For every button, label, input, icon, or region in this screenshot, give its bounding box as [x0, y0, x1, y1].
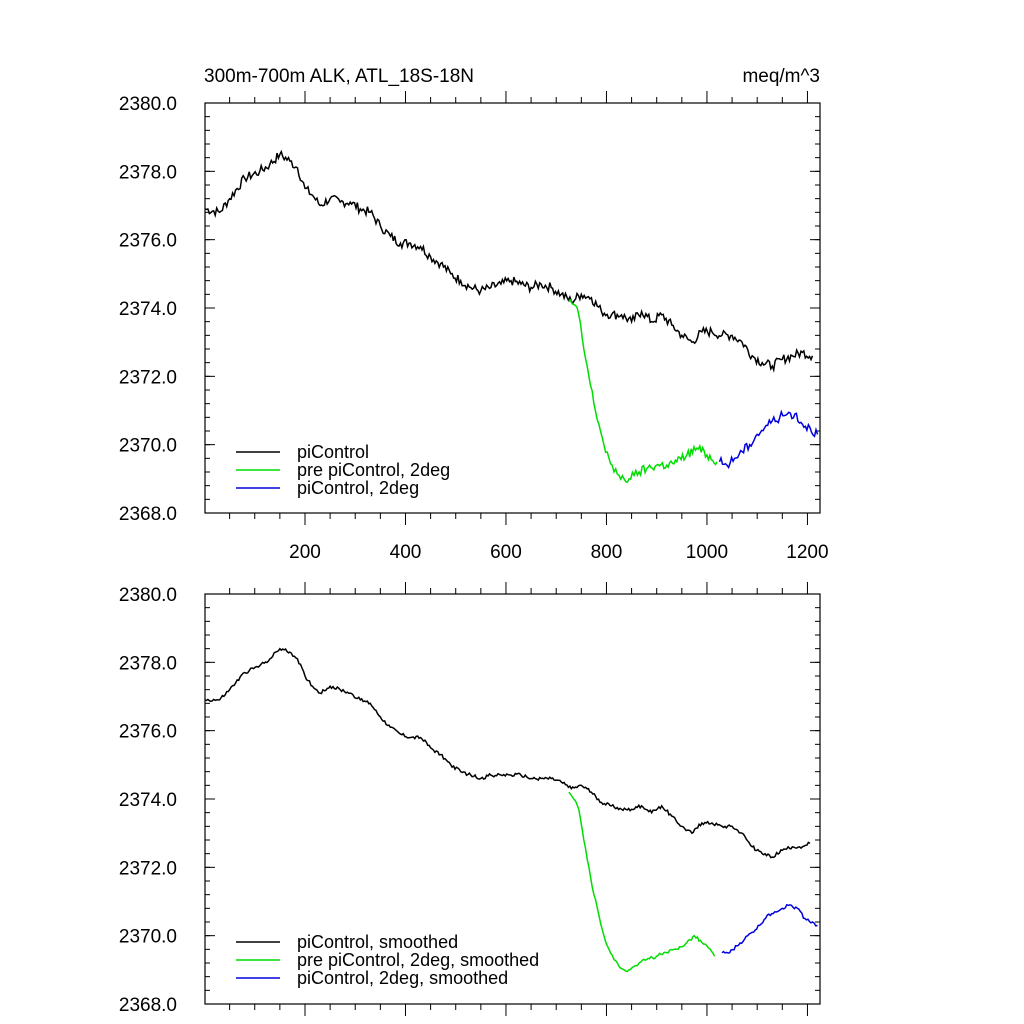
y-tick-label: 2370.0 — [119, 436, 177, 457]
legend-label: piControl, 2deg, smoothed — [297, 968, 508, 988]
chart-title-left: 300m-700m ALK, ATL_18S-18N — [204, 66, 474, 87]
x-tick-label: 600 — [490, 542, 522, 563]
legend-label: piControl — [297, 442, 369, 462]
y-tick-label: 2378.0 — [119, 162, 177, 183]
legend-label: piControl, smoothed — [297, 932, 458, 952]
y-tick-label: 2380.0 — [119, 94, 177, 115]
y-tick-label: 2372.0 — [119, 367, 177, 388]
y-tick-label: 2368.0 — [119, 995, 177, 1016]
y-tick-label: 2370.0 — [119, 927, 177, 948]
legend-label: piControl, 2deg — [297, 478, 419, 498]
legend-label: pre piControl, 2deg — [297, 460, 450, 480]
series-line-3 — [718, 409, 819, 470]
series-line-3 — [721, 903, 818, 954]
y-tick-label: 2376.0 — [119, 231, 177, 252]
series-line-2 — [568, 791, 716, 973]
plot-frame-top — [204, 102, 821, 514]
plot-frame-bottom — [204, 593, 821, 1005]
y-tick-label: 2380.0 — [119, 585, 177, 606]
series-line-2 — [568, 298, 718, 484]
y-tick-label: 2376.0 — [119, 722, 177, 743]
x-tick-label: 1000 — [686, 542, 728, 563]
legend-label: pre piControl, 2deg, smoothed — [297, 950, 539, 970]
chart-title-units: meq/m^3 — [742, 66, 820, 87]
y-tick-label: 2374.0 — [119, 790, 177, 811]
series-line-1 — [204, 647, 811, 859]
y-tick-label: 2378.0 — [119, 653, 177, 674]
y-tick-label: 2372.0 — [119, 858, 177, 879]
x-tick-label: 200 — [289, 542, 321, 563]
y-tick-label: 2374.0 — [119, 299, 177, 320]
x-tick-label: 800 — [591, 542, 623, 563]
series-line-1 — [204, 149, 814, 373]
y-tick-label: 2368.0 — [119, 504, 177, 525]
bottom-panel: 2368.0 2370.0 2372.0 2374.0 2376.0 2378.0 2380… — [119, 582, 821, 1016]
x-tick-label: 1200 — [786, 542, 828, 563]
top-panel: 300m-700m ALK, ATL_18S-18N meq/m^3 2368.… — [119, 66, 829, 563]
x-tick-label: 400 — [390, 542, 422, 563]
